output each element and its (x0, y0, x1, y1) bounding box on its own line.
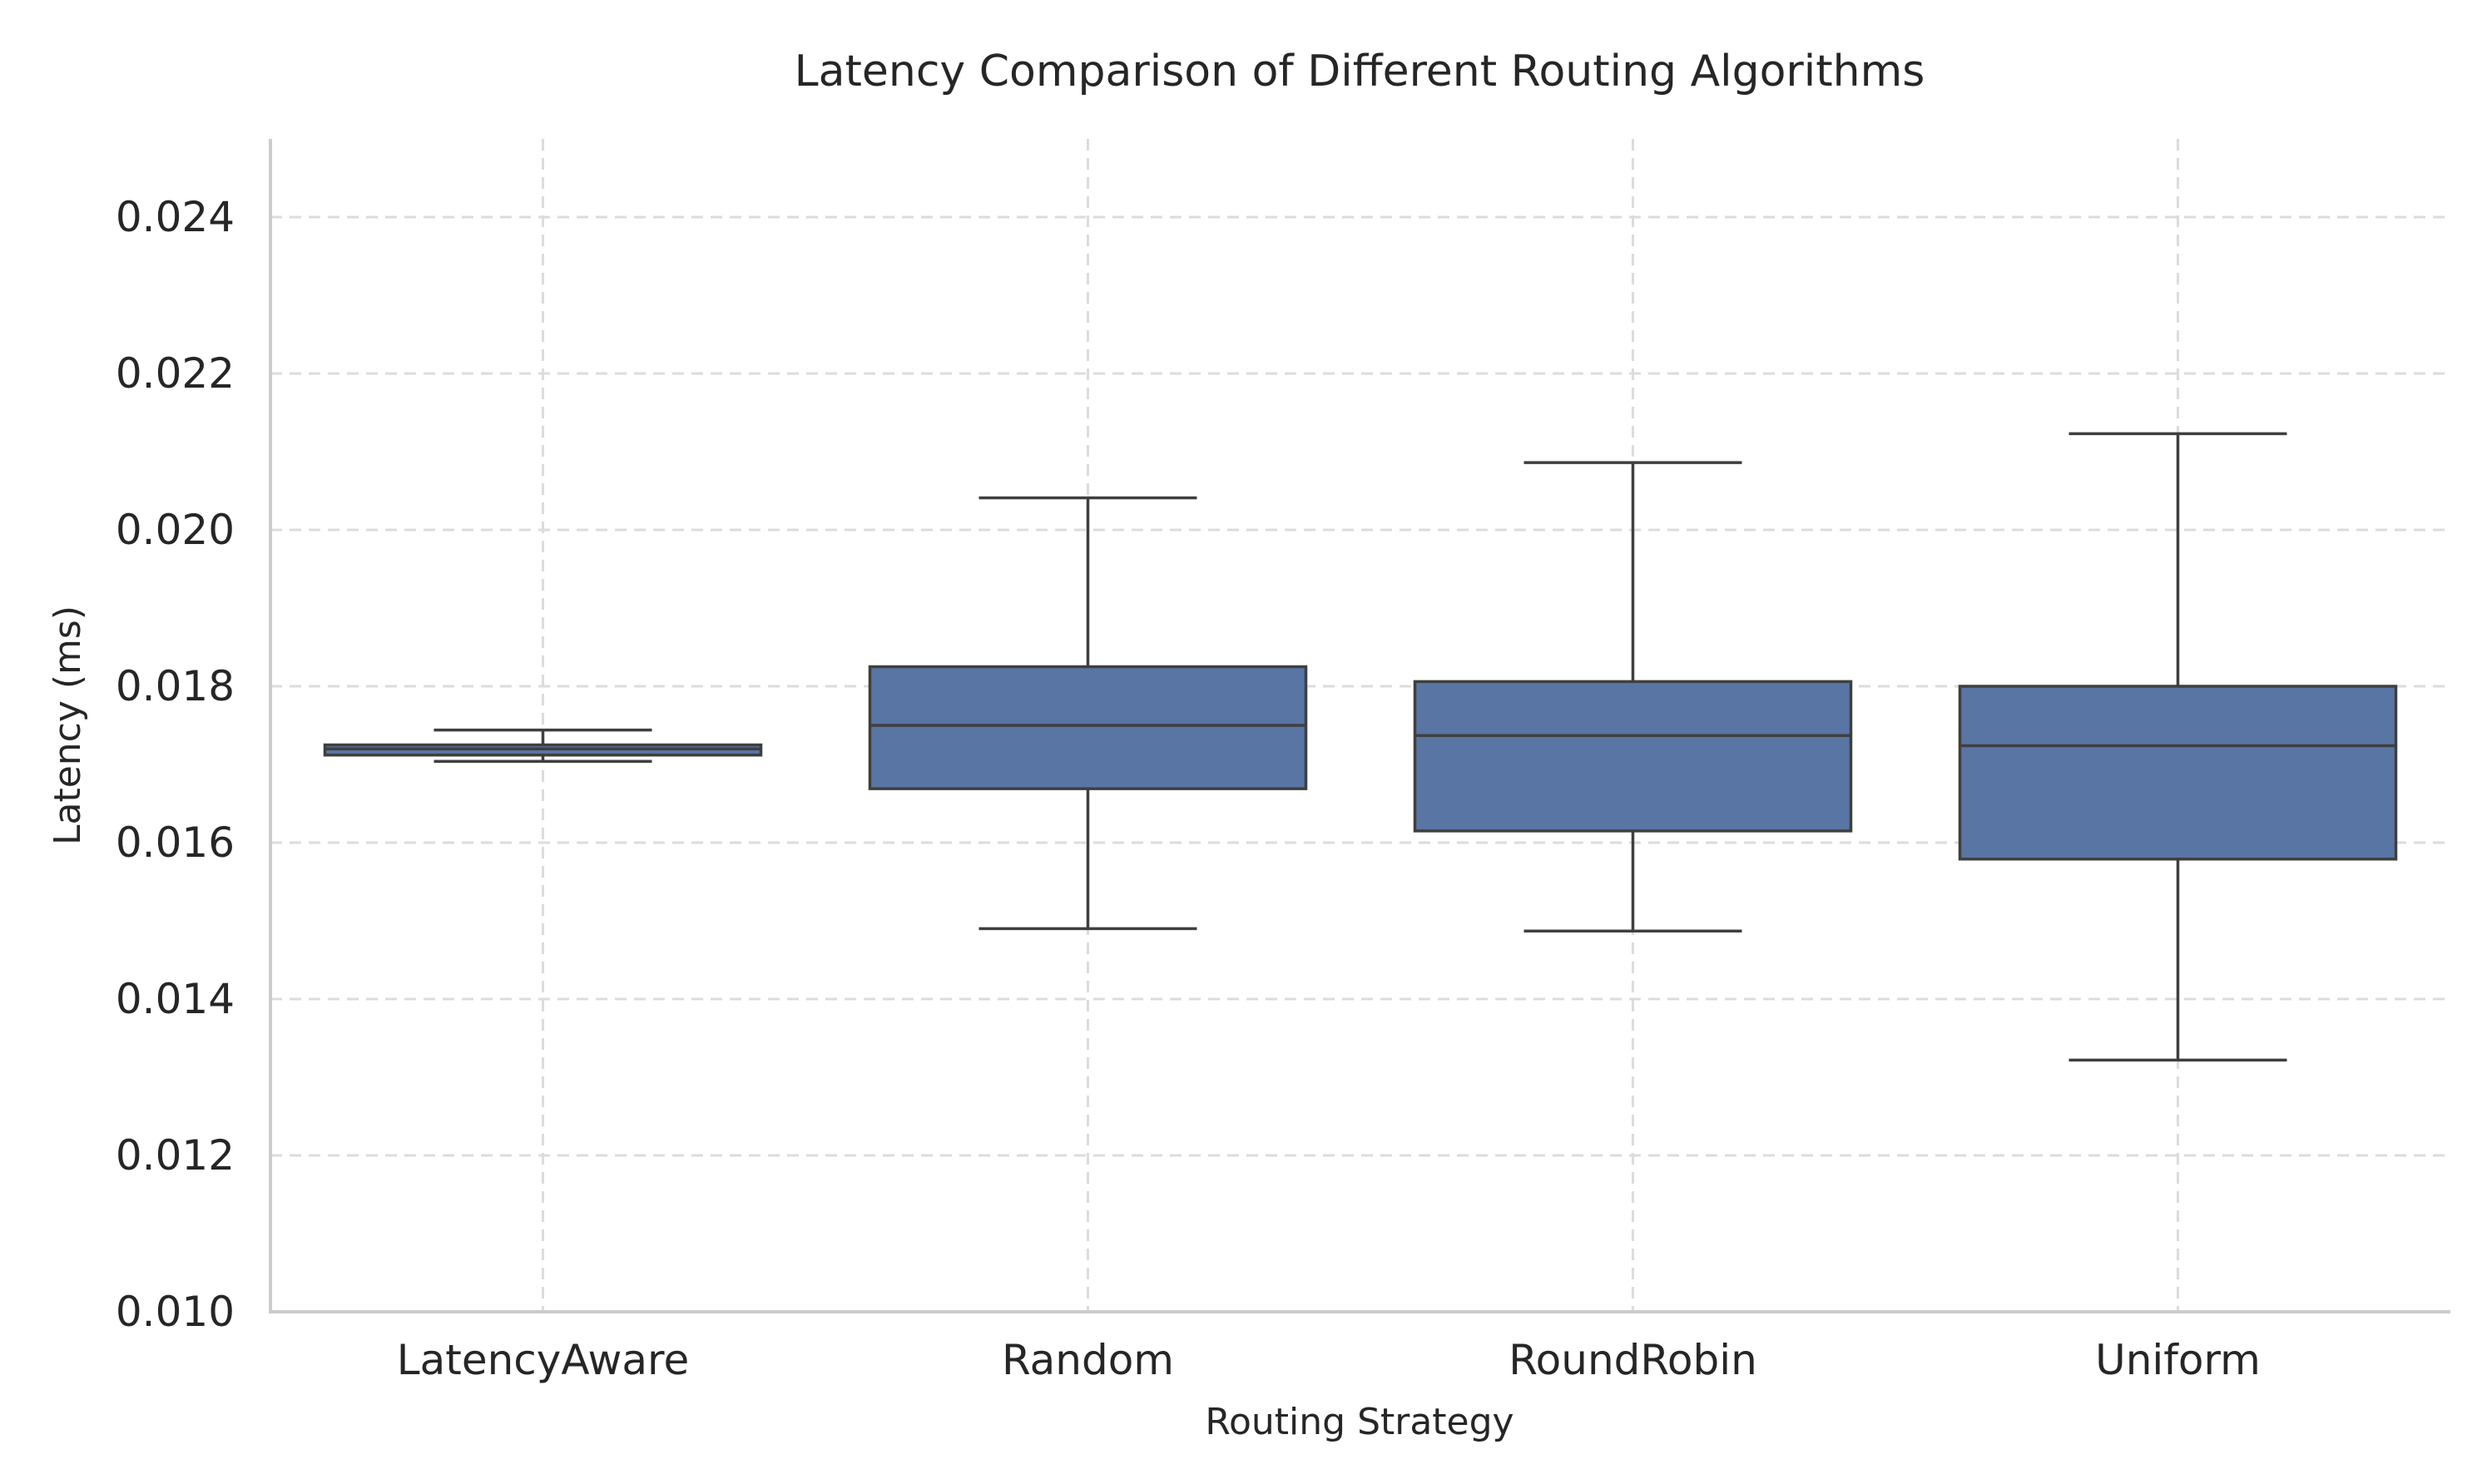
box-group-roundrobin (1413, 461, 1853, 932)
iqr-box (868, 665, 1308, 790)
y-axis-label: Latency (ms) (47, 606, 89, 845)
y-tick-label: 0.022 (116, 349, 235, 398)
grid (270, 139, 2450, 1312)
y-tick-label: 0.020 (116, 506, 235, 554)
y-tick-label: 0.014 (116, 975, 235, 1023)
box-group-latencyaware (323, 728, 763, 763)
boxes (323, 432, 2398, 1062)
x-tick-label: Random (1002, 1336, 1174, 1384)
y-tick-label: 0.010 (116, 1288, 235, 1336)
x-axis-label: Routing Strategy (1205, 1401, 1513, 1443)
y-tick-label: 0.018 (116, 662, 235, 710)
x-tick-label: LatencyAware (397, 1336, 690, 1384)
y-tick-label: 0.012 (116, 1131, 235, 1180)
chart-title: Latency Comparison of Different Routing … (795, 47, 1925, 96)
axes (269, 139, 2450, 1313)
axis-spines (269, 139, 2450, 1313)
iqr-box (1958, 685, 2398, 861)
y-tick-label: 0.024 (116, 193, 235, 241)
tick-labels: 0.010 0.012 0.014 0.016 0.018 0.020 0.022 0.024… (116, 193, 2261, 1384)
box-group-random (868, 496, 1308, 931)
x-tick-label: Uniform (2095, 1336, 2261, 1384)
box-group-uniform (1958, 432, 2398, 1062)
y-tick-label: 0.016 (116, 819, 235, 867)
iqr-box (1413, 680, 1853, 833)
x-tick-label: RoundRobin (1509, 1336, 1757, 1384)
